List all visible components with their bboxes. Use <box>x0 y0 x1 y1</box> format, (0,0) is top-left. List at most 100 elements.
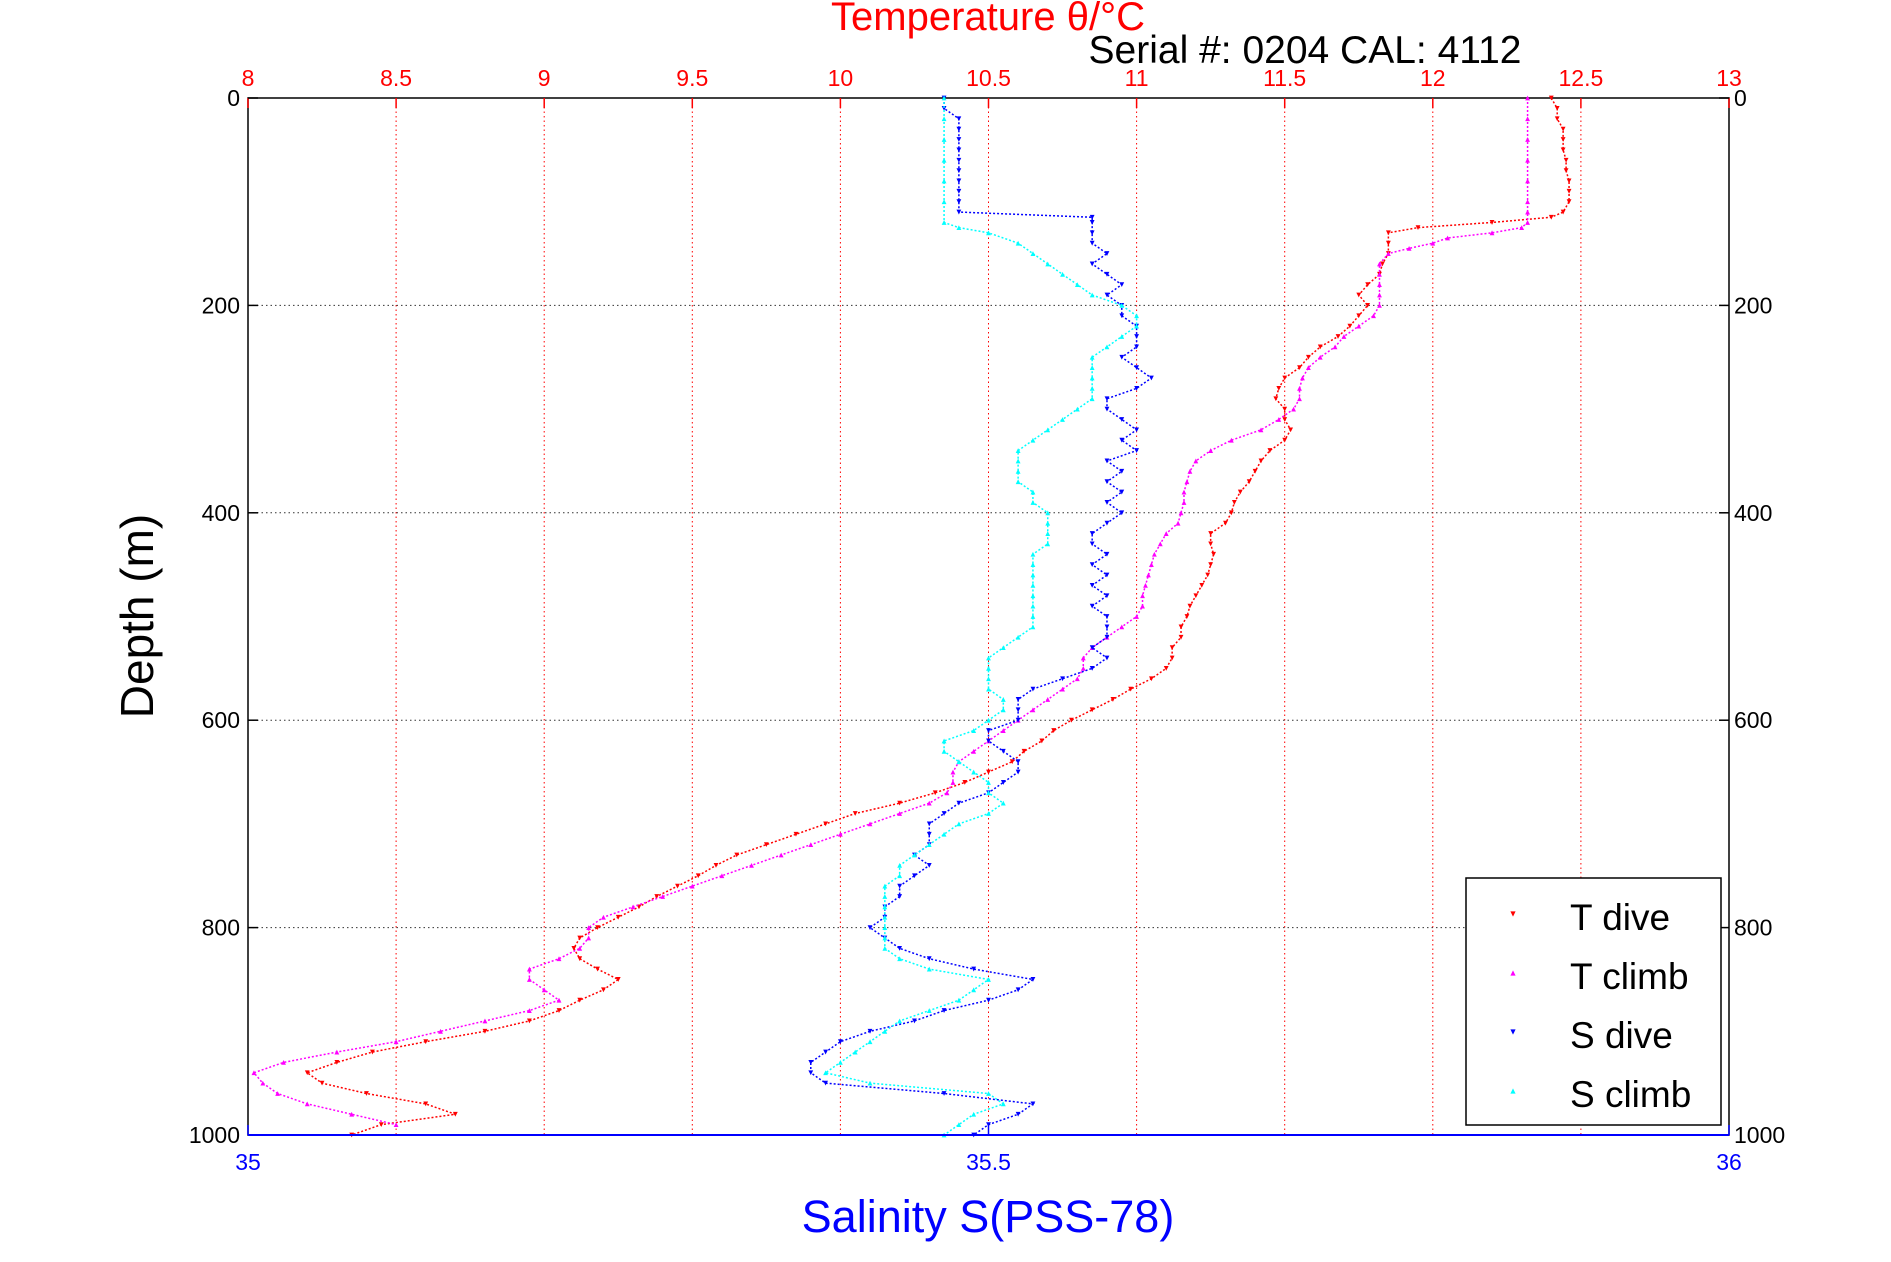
data-point <box>1030 562 1036 568</box>
data-point <box>1015 707 1021 713</box>
data-point <box>882 914 888 920</box>
data-point <box>1119 624 1125 630</box>
data-point <box>1566 199 1572 205</box>
data-point <box>1119 468 1125 474</box>
data-point <box>1015 1111 1021 1117</box>
data-point <box>1335 334 1341 339</box>
data-point <box>1300 375 1305 381</box>
data-point <box>956 168 962 173</box>
data-point <box>1548 95 1554 101</box>
top-tick-label: 10.5 <box>966 65 1011 91</box>
data-point <box>571 945 577 951</box>
data-point <box>1045 510 1051 516</box>
data-point <box>1030 593 1036 599</box>
data-point <box>1089 214 1095 220</box>
data-point <box>1069 717 1074 723</box>
right-tick-label: 0 <box>1734 85 1747 111</box>
right-tick-label: 600 <box>1734 707 1772 733</box>
data-point <box>1134 427 1139 433</box>
data-point <box>1030 977 1036 982</box>
data-point <box>1000 707 1006 713</box>
data-point <box>1051 728 1057 733</box>
data-point <box>1015 458 1021 464</box>
data-point <box>1000 1101 1006 1107</box>
data-point <box>778 852 784 858</box>
data-point <box>1184 479 1190 485</box>
data-point <box>1089 562 1095 568</box>
data-point <box>1489 230 1495 236</box>
data-point <box>1104 593 1110 599</box>
data-point <box>926 800 932 806</box>
data-point <box>1525 199 1530 205</box>
data-point <box>1104 655 1110 661</box>
data-point <box>1385 240 1391 246</box>
data-point <box>1365 303 1371 308</box>
data-point <box>867 925 873 930</box>
data-point <box>577 935 583 941</box>
data-point <box>882 1028 888 1034</box>
data-point <box>808 842 814 848</box>
data-point <box>370 1049 375 1055</box>
data-point <box>956 126 962 132</box>
data-point <box>452 1111 458 1117</box>
data-point <box>1305 365 1311 371</box>
data-point <box>1554 105 1560 111</box>
data-point <box>941 105 947 111</box>
data-point <box>1134 365 1139 371</box>
data-point <box>852 1049 858 1055</box>
data-point <box>1149 375 1154 381</box>
data-point <box>1157 541 1163 547</box>
data-point <box>1119 437 1125 443</box>
data-point <box>260 1080 266 1086</box>
data-point <box>1181 489 1187 495</box>
data-point <box>956 157 962 163</box>
data-point <box>1015 634 1021 640</box>
data-point <box>1525 220 1530 225</box>
data-point <box>1560 137 1566 142</box>
data-point <box>986 686 991 692</box>
series-t-climb <box>251 95 1530 1128</box>
data-point <box>1119 313 1125 319</box>
data-point <box>1377 282 1382 288</box>
left-tick-label: 1000 <box>189 1122 240 1148</box>
data-point <box>986 717 991 723</box>
legend-marker <box>1510 970 1516 976</box>
data-point <box>897 894 903 899</box>
top-tick-label: 12.5 <box>1559 65 1604 91</box>
data-point <box>689 883 695 889</box>
data-point <box>1560 126 1566 132</box>
data-point <box>1445 235 1451 241</box>
data-point <box>1015 717 1021 723</box>
data-point <box>1525 178 1530 184</box>
data-point <box>941 831 947 837</box>
data-point <box>675 883 680 889</box>
data-point <box>1039 738 1045 744</box>
data-point <box>986 1122 991 1128</box>
data-point <box>941 811 947 816</box>
data-point <box>971 987 977 993</box>
data-point <box>251 1070 257 1076</box>
data-point <box>1385 251 1391 256</box>
data-point <box>713 862 719 868</box>
data-point <box>1341 334 1347 339</box>
legend-label: S dive <box>1570 1015 1673 1056</box>
data-point <box>897 800 903 806</box>
data-point <box>867 821 873 827</box>
data-point <box>695 873 701 879</box>
data-point <box>941 178 947 184</box>
data-point <box>1015 240 1021 246</box>
data-point <box>941 137 947 142</box>
data-point <box>1015 697 1021 702</box>
data-point <box>1119 510 1125 516</box>
data-point <box>1566 178 1572 184</box>
data-point <box>1519 225 1525 231</box>
data-point <box>526 1018 532 1024</box>
top-tick-label: 12 <box>1420 65 1446 91</box>
data-point <box>1119 489 1125 495</box>
data-point <box>1276 385 1282 391</box>
data-point <box>1178 634 1184 640</box>
data-point <box>986 230 991 236</box>
data-point <box>1297 396 1302 402</box>
bottom-tick-label: 35 <box>235 1149 261 1175</box>
data-point <box>986 769 991 775</box>
